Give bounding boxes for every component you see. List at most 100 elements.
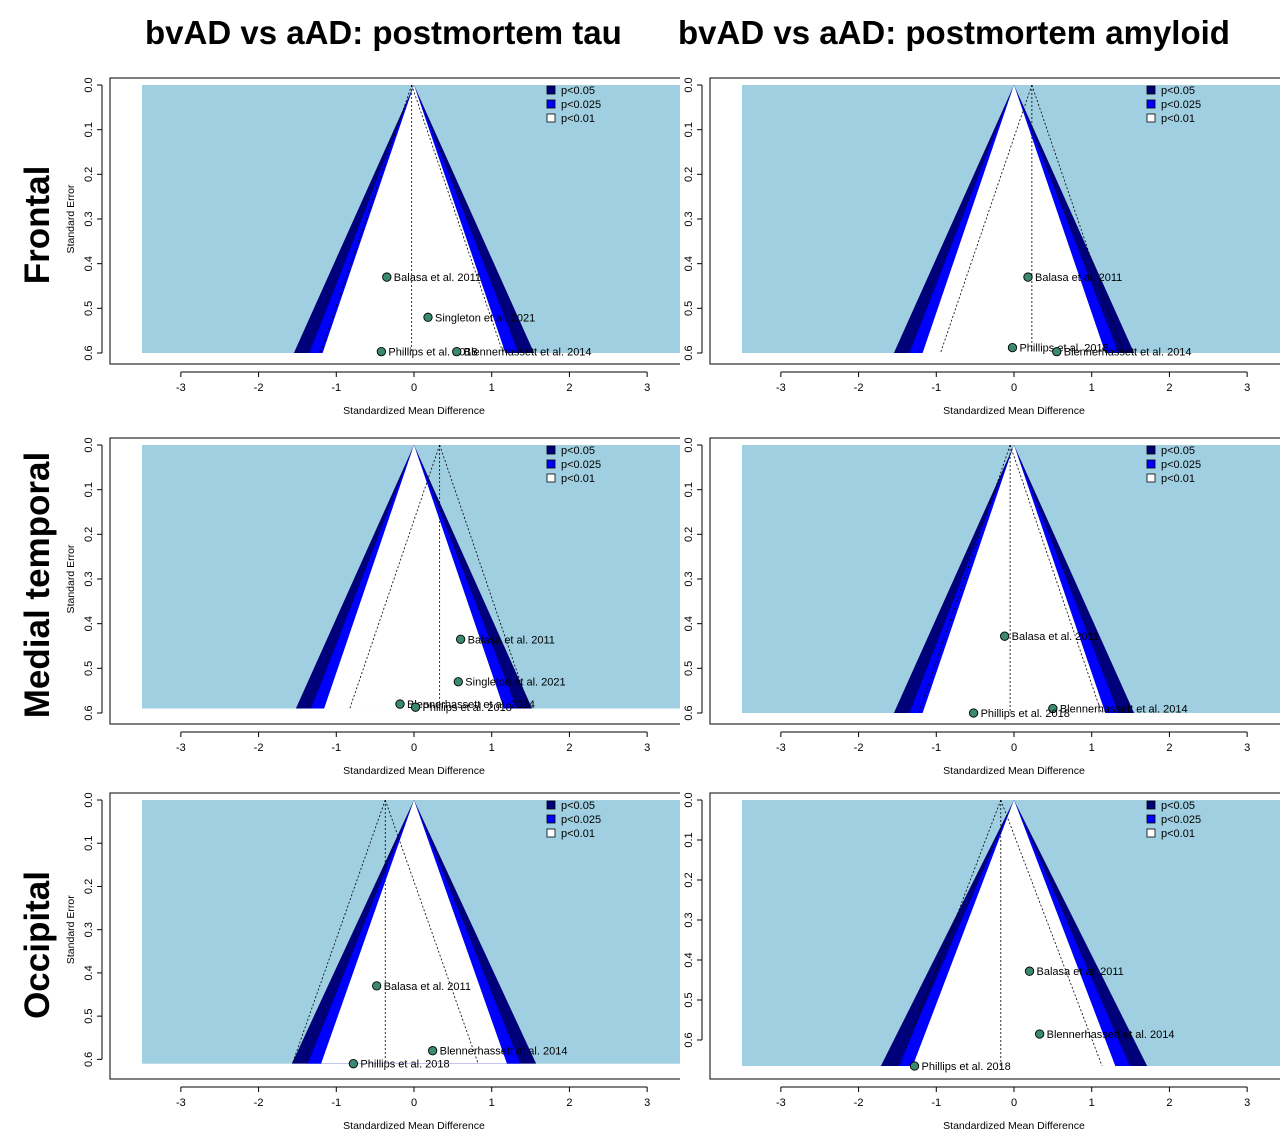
x-tick-label: 3 (644, 742, 650, 754)
x-axis-label: Standardized Mean Difference (943, 765, 1085, 777)
y-axis-label: Standard Error (65, 184, 77, 253)
x-axis-label: Standardized Mean Difference (343, 1120, 485, 1132)
study-point (372, 981, 382, 991)
funnel-plot-amyloid-frontal: -3 -2 -1 0 1 2 3 Standardized Mean Difference 0.… (660, 70, 1280, 430)
y-tick-label: 0.1 (83, 482, 95, 497)
x-tick-label: 3 (1244, 382, 1250, 394)
x-tick-label: 0 (1011, 742, 1017, 754)
x-tick-label: 0 (411, 742, 417, 754)
y-axis-label: Standard Error (65, 544, 77, 613)
x-tick-label: 1 (1089, 742, 1095, 754)
legend-label: p<0.01 (561, 828, 595, 840)
pooled-ci-left (940, 84, 1033, 354)
legend-swatch (1146, 828, 1156, 838)
x-tick-label: -2 (854, 742, 864, 754)
study-point (1000, 631, 1010, 641)
x-tick-label: 1 (489, 1097, 495, 1109)
x-tick-label: 2 (566, 382, 572, 394)
x-tick-label: -1 (331, 382, 341, 394)
x-tick-label: -2 (254, 742, 264, 754)
y-tick-label: 0.5 (83, 661, 95, 676)
legend-label: p<0.025 (1161, 459, 1201, 471)
study-point (1052, 347, 1062, 357)
y-tick-label: 0.6 (683, 345, 695, 360)
y-tick-label: 0.0 (83, 792, 95, 807)
y-tick-label: 0.0 (683, 437, 695, 452)
x-tick-label: -1 (331, 742, 341, 754)
y-tick-label: 0.3 (683, 912, 695, 927)
x-tick-label: 1 (1089, 382, 1095, 394)
funnel-plot-tau-frontal: -3 -2 -1 0 1 2 3 Standardized Mean Difference 0.… (60, 70, 680, 430)
legend-swatch (1146, 800, 1156, 810)
study-point (909, 1061, 920, 1071)
y-tick-label: 0.2 (83, 167, 95, 182)
legend-label: p<0.05 (561, 85, 595, 97)
study-point (410, 702, 421, 712)
legend-swatch (1146, 113, 1156, 123)
x-tick-label: -1 (931, 1097, 941, 1109)
pooled-ci-left (319, 84, 413, 354)
y-tick-label: 0.3 (83, 211, 95, 226)
y-tick-label: 0.6 (683, 705, 695, 720)
study-label: Balasa et al. 2011 (384, 981, 471, 993)
legend-label: p<0.01 (1161, 113, 1195, 125)
x-tick-label: 2 (1166, 382, 1172, 394)
x-tick-label: 0 (1011, 382, 1017, 394)
study-label: Blennerhassett et al. 2014 (464, 347, 592, 359)
x-tick-label: -3 (776, 382, 786, 394)
y-tick-label: 0.1 (683, 482, 695, 497)
y-tick-label: 0.1 (683, 122, 695, 137)
y-tick-label: 0.4 (683, 256, 695, 271)
y-tick-label: 0.5 (83, 301, 95, 316)
contour-nonsignificant-region (922, 85, 1106, 353)
study-point (423, 312, 433, 322)
y-tick-label: 0.6 (683, 1032, 695, 1047)
legend-label: p<0.025 (561, 814, 601, 826)
study-point (1048, 703, 1058, 714)
legend-swatch (546, 113, 556, 123)
x-axis-label: Standardized Mean Difference (343, 765, 485, 777)
pooled-ci-left (918, 444, 1011, 714)
study-label: Blennerhassett et al. 2014 (1047, 1029, 1175, 1041)
study-point (1007, 342, 1018, 353)
x-axis-label: Standardized Mean Difference (943, 405, 1085, 417)
y-tick-label: 0.1 (683, 832, 695, 847)
study-label: Phillips et al. 2018 (922, 1061, 1011, 1073)
x-tick-label: -2 (854, 382, 864, 394)
legend-label: p<0.025 (561, 459, 601, 471)
legend-label: p<0.01 (561, 113, 595, 125)
pooled-ci-right (439, 444, 530, 709)
study-point (376, 347, 387, 357)
legend-swatch (546, 828, 556, 838)
x-tick-label: 3 (1244, 1097, 1250, 1109)
study-label: Balasa et al. 2011 (1012, 631, 1099, 643)
pooled-ci-right (1000, 799, 1103, 1067)
study-label: Blennerhassett et al. 2014 (407, 699, 535, 711)
funnel-plot-amyloid-medial-temporal: -3 -2 -1 0 1 2 3 Standardized Mean Difference 0.… (660, 430, 1280, 790)
x-tick-label: 1 (489, 382, 495, 394)
legend-label: p<0.01 (1161, 828, 1195, 840)
x-tick-label: 3 (1244, 742, 1250, 754)
contour-nonsignificant-region (321, 800, 507, 1064)
study-label: Balasa et al. 2011 (1035, 272, 1122, 284)
study-point (455, 634, 466, 644)
x-tick-label: 1 (489, 742, 495, 754)
y-tick-label: 0.6 (83, 1052, 95, 1067)
study-label: Singleton et al. 2021 (465, 677, 565, 689)
x-tick-label: -3 (776, 742, 786, 754)
x-tick-label: 3 (644, 382, 650, 394)
legend-label: p<0.025 (1161, 99, 1201, 111)
y-tick-label: 0.6 (83, 705, 95, 720)
study-point (1034, 1029, 1045, 1039)
row-title-frontal: Frontal (18, 165, 57, 285)
y-tick-label: 0.6 (83, 345, 95, 360)
legend-swatch (1146, 814, 1156, 824)
study-label: Singleton et al. 2021 (435, 312, 535, 324)
legend-label: p<0.01 (1161, 473, 1195, 485)
legend-swatch (546, 473, 556, 483)
y-tick-label: 0.0 (683, 77, 695, 92)
x-tick-label: -2 (254, 1097, 264, 1109)
study-point (452, 347, 462, 357)
pooled-ci-left (291, 799, 386, 1064)
funnel-plot-tau-occipital: -3 -2 -1 0 1 2 3 Standardized Mean Difference 0.… (60, 785, 680, 1143)
